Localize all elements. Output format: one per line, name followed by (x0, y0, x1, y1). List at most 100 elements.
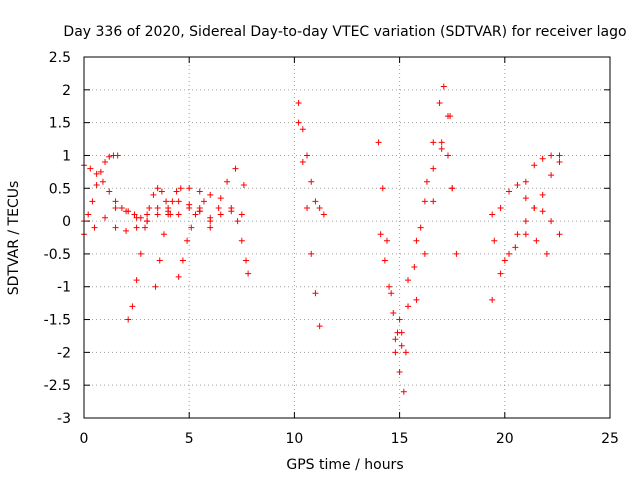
series-arc-20 (522, 152, 563, 185)
data-point (97, 168, 104, 175)
series-arc-12 (375, 139, 407, 395)
x-tick-label: 0 (80, 431, 89, 447)
data-point (377, 231, 384, 238)
y-tick-label: -0.5 (44, 247, 71, 263)
y-tick-labels: -3 -2.5 -2 -1.5 -1 -0.5 0 0.5 1 1.5 2 2.5 (44, 50, 71, 427)
data-point (125, 316, 132, 323)
series-arc-14 (392, 83, 460, 356)
data-point (514, 231, 521, 238)
data-point (522, 178, 529, 185)
data-point (497, 204, 504, 211)
data-point (169, 198, 176, 205)
data-point (308, 178, 315, 185)
data-point (506, 250, 513, 257)
data-point (196, 188, 203, 195)
data-point (186, 185, 193, 192)
data-point (316, 323, 323, 330)
data-point (539, 191, 546, 198)
data-point (398, 342, 405, 349)
series-arc-5 (125, 185, 174, 323)
data-point (402, 349, 409, 356)
data-point (106, 153, 113, 160)
data-point (228, 204, 235, 211)
data-point (543, 250, 550, 257)
data-point (392, 336, 399, 343)
data-point (423, 178, 430, 185)
data-point (238, 211, 245, 218)
x-axis-label: GPS time / hours (286, 457, 403, 473)
data-point (177, 185, 184, 192)
y-axis-label: SDTVAR / TECUs (6, 181, 22, 296)
series-arc-2 (81, 152, 121, 225)
data-point (165, 211, 172, 218)
data-point (438, 139, 445, 146)
data-point (539, 208, 546, 215)
data-point (531, 204, 538, 211)
data-point (112, 198, 119, 205)
data-point (421, 250, 428, 257)
data-point (491, 237, 498, 244)
data-point (245, 270, 252, 277)
data-point (413, 296, 420, 303)
data-point (144, 218, 151, 225)
data-point (142, 224, 149, 231)
data-point (150, 191, 157, 198)
y-tick-label: -2 (57, 345, 71, 361)
data-point (411, 264, 418, 271)
data-point (144, 211, 151, 218)
y-tick-label: 1.5 (49, 116, 71, 132)
data-point (175, 198, 182, 205)
data-point (131, 211, 138, 218)
data-point (106, 188, 113, 195)
data-point (556, 152, 563, 159)
data-point (449, 185, 456, 192)
data-point (184, 237, 191, 244)
series-arc-8 (186, 185, 252, 277)
data-point (430, 139, 437, 146)
x-tick-label: 5 (185, 431, 194, 447)
series-arc-9 (207, 165, 247, 231)
data-point (156, 257, 163, 264)
data-point (308, 250, 315, 257)
data-point (299, 126, 306, 133)
data-point (93, 181, 100, 188)
data-point (154, 185, 161, 192)
data-point (438, 145, 445, 152)
data-point (133, 214, 140, 221)
data-point (421, 198, 428, 205)
data-point (154, 211, 161, 218)
x-tick-labels: 0 5 10 15 20 25 (80, 431, 619, 447)
x-tick-label: 25 (601, 431, 619, 447)
data-point (512, 244, 519, 251)
data-point (207, 218, 214, 225)
y-tick-label: 0 (62, 214, 71, 230)
axis-ticks (83, 56, 611, 419)
data-point (548, 172, 555, 179)
data-point (217, 195, 224, 202)
data-point (179, 257, 186, 264)
data-point (243, 257, 250, 264)
data-point (85, 211, 92, 218)
data-point (522, 218, 529, 225)
data-point (383, 237, 390, 244)
data-point (396, 316, 403, 323)
x-tick-label: 10 (285, 431, 303, 447)
data-point (217, 211, 224, 218)
data-point (160, 231, 167, 238)
data-point (304, 204, 311, 211)
data-point (114, 152, 121, 159)
data-point (436, 99, 443, 106)
series-arc-10 (295, 99, 327, 218)
data-point (522, 195, 529, 202)
y-tick-label: 0.5 (49, 181, 71, 197)
data-point (390, 309, 397, 316)
data-point (489, 296, 496, 303)
data-point (123, 208, 130, 215)
series-arc-16 (413, 113, 454, 303)
data-point (154, 204, 161, 211)
data-point (430, 165, 437, 172)
y-tick-label: -1.5 (44, 313, 71, 329)
data-point (548, 218, 555, 225)
data-point (295, 119, 302, 126)
